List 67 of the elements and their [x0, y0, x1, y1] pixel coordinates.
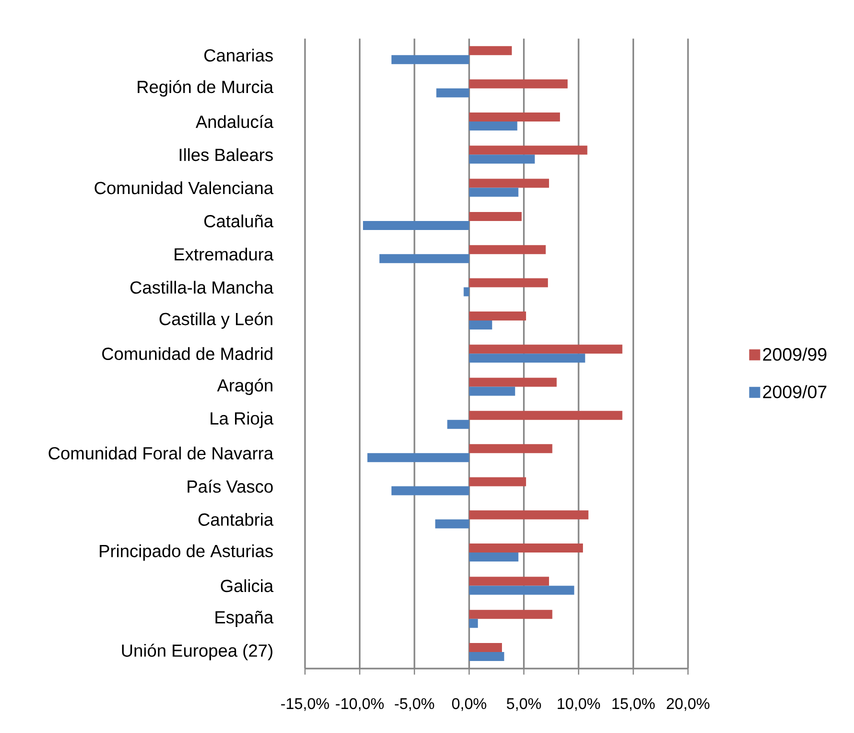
bar	[469, 311, 526, 320]
bar	[469, 212, 522, 221]
bar	[464, 287, 470, 296]
bar	[469, 46, 512, 56]
x-tick-label: 0,0%	[452, 698, 486, 711]
y-tick-label: Galicia	[220, 579, 274, 592]
x-tick-label: 10,0%	[558, 698, 600, 711]
legend-label: 2009/07	[763, 385, 826, 398]
x-tick-label: 15,0%	[612, 698, 655, 711]
bar	[379, 254, 470, 264]
x-tick-label: 20,0%	[666, 698, 710, 711]
legend-label: 2009/99	[763, 348, 826, 361]
bar	[469, 112, 560, 122]
bar	[469, 410, 622, 420]
y-tick-label: Extremadura	[174, 248, 274, 261]
y-tick-label: País Vasco	[188, 480, 273, 493]
bar	[469, 552, 518, 562]
bar	[469, 178, 550, 188]
y-tick-label: La Rioja	[210, 412, 274, 428]
bar	[367, 453, 470, 462]
bar	[469, 344, 622, 354]
bar	[469, 154, 535, 164]
bar	[469, 586, 574, 595]
y-tick-label: Aragón	[217, 378, 272, 396]
bar	[469, 188, 518, 197]
y-tick-label: Canarias	[204, 48, 273, 62]
bar	[469, 618, 478, 628]
y-tick-label: Región de Murcia	[138, 80, 274, 97]
bar	[469, 278, 548, 288]
bar	[469, 444, 552, 454]
bar	[469, 477, 526, 486]
bar	[469, 79, 568, 88]
y-tick-label: Comunidad Foral de Navarra	[48, 446, 274, 460]
bar	[469, 643, 502, 652]
bar	[362, 220, 470, 230]
bar	[469, 320, 492, 330]
bar	[469, 121, 518, 130]
y-tick-label: Comunidad Valenciana	[94, 181, 274, 194]
bar	[469, 146, 588, 155]
x-tick-label: -10,0%	[336, 698, 384, 711]
y-tick-label: España	[216, 610, 274, 627]
bar	[469, 510, 588, 520]
bar	[436, 88, 470, 98]
bar	[469, 652, 504, 662]
x-tick-label: -15,0%	[281, 698, 330, 711]
bar	[469, 610, 552, 619]
y-tick-label: Andalucía	[196, 114, 274, 128]
x-tick-label: -5,0%	[394, 698, 434, 711]
y-tick-label: Comunidad de Madrid	[102, 347, 272, 360]
bar	[469, 354, 586, 363]
bar	[469, 245, 546, 254]
bar	[469, 576, 550, 586]
bar	[469, 544, 583, 553]
y-tick-label: Castilla-la Mancha	[130, 280, 274, 294]
bar	[391, 486, 470, 496]
y-tick-label: Principado de Asturias	[100, 544, 273, 561]
bar	[469, 378, 557, 387]
bar	[391, 55, 470, 64]
y-tick-label: Unión Europea (27)	[122, 644, 272, 660]
y-tick-label: Cataluña	[204, 214, 274, 228]
bar	[447, 420, 470, 429]
y-tick-label: Cantabria	[198, 512, 274, 526]
bar	[435, 519, 470, 528]
y-tick-label: Illes Balears	[180, 148, 273, 162]
x-tick-label: 5,0%	[506, 698, 541, 711]
y-tick-label: Castilla y León	[160, 312, 272, 329]
bar	[469, 386, 516, 396]
